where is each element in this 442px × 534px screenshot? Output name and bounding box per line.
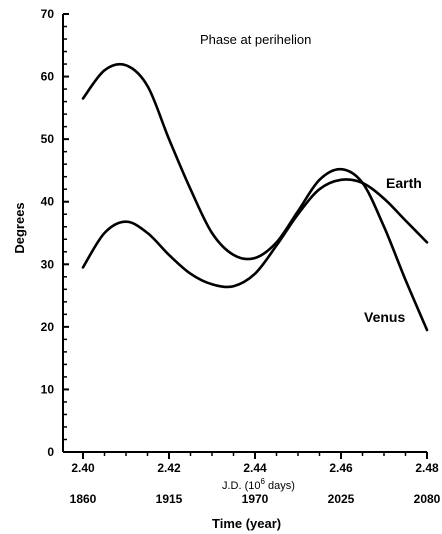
- series-line-earth: [81, 178, 429, 289]
- series-label-earth: Earth: [386, 175, 422, 191]
- year-tick-label: 1860: [70, 492, 97, 506]
- x-axis-label: J.D. (106 days): [222, 477, 295, 492]
- y-ticks-group: 0 10 20 30 40 50 60 70: [41, 7, 69, 459]
- year-tick-label: 2025: [328, 492, 355, 506]
- series-group: [81, 62, 429, 332]
- x-tick-label: 2.44: [243, 461, 267, 475]
- y-tick-label: 20: [41, 320, 55, 334]
- y-tick-label: 0: [47, 445, 54, 459]
- chart-title: Phase at perihelion: [200, 32, 311, 47]
- x-axis-label-superscript: 6: [261, 477, 266, 486]
- x-axis-label-main: J.D. (10: [222, 480, 261, 492]
- y-tick-label: 10: [41, 382, 55, 396]
- time-axis-label: Time (year): [212, 516, 281, 531]
- y-tick-label: 40: [41, 195, 55, 209]
- year-tick-label: 1915: [156, 492, 183, 506]
- year-tick-label: 1970: [242, 492, 269, 506]
- year-ticks-group: 1860 1915 1970 2025 2080: [70, 492, 441, 506]
- series-line-venus: [81, 62, 429, 332]
- x-tick-label: 2.46: [329, 461, 353, 475]
- year-tick-label: 2080: [414, 492, 441, 506]
- y-tick-label: 50: [41, 132, 55, 146]
- series-label-venus: Venus: [364, 309, 405, 325]
- y-axis-label: Degrees: [12, 202, 27, 253]
- y-tick-label: 70: [41, 7, 55, 21]
- x-tick-label: 2.40: [71, 461, 95, 475]
- x-tick-label: 2.48: [415, 461, 439, 475]
- y-tick-label: 60: [41, 70, 55, 84]
- y-tick-label: 30: [41, 257, 55, 271]
- x-ticks-group: 2.40 2.42 2.44 2.46 2.48: [71, 452, 439, 475]
- x-axis-label-suffix: days): [265, 480, 295, 492]
- x-tick-label: 2.42: [157, 461, 181, 475]
